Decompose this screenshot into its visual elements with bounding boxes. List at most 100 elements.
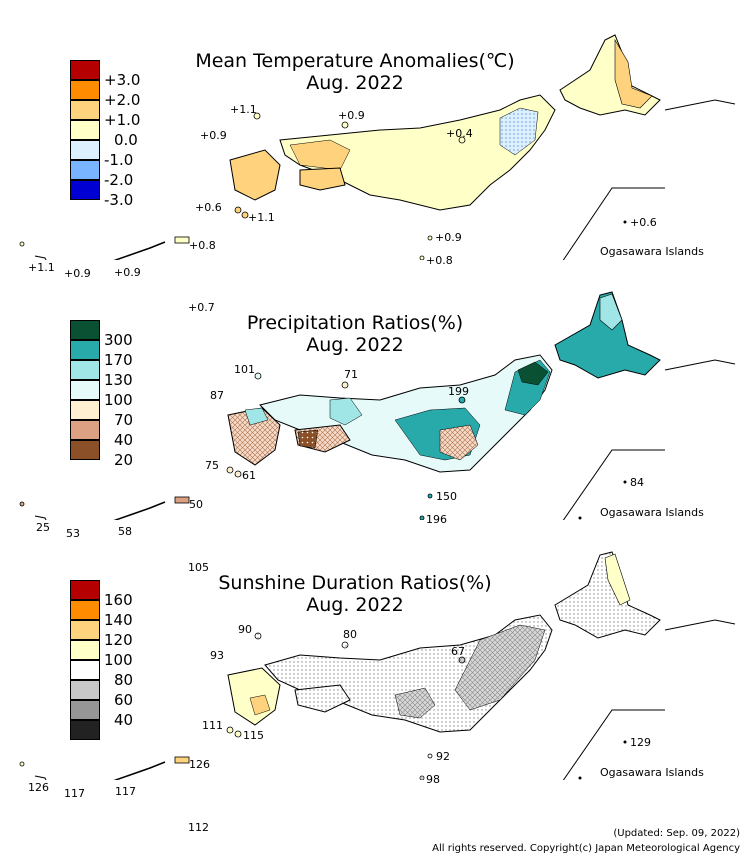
legend-label: 100 [104, 391, 133, 409]
updated-date: (Updated: Sep. 09, 2022) [613, 828, 740, 839]
legend-swatch [70, 160, 100, 180]
legend-swatch [70, 680, 100, 700]
legend-swatch [70, 440, 100, 460]
station-value: 84 [630, 476, 644, 489]
station-value: 150 [436, 490, 457, 503]
precipitation-title: Precipitation Ratios(%) [246, 312, 464, 334]
station-value: +0.7 [188, 301, 215, 314]
station-value: +0.6 [195, 201, 222, 214]
station-value: +0.9 [435, 231, 462, 244]
legend-label: 160 [104, 591, 133, 609]
station-value: 93 [210, 649, 224, 662]
temperature-map [19, 34, 736, 260]
station-value: +1.1 [28, 261, 55, 274]
station-value: +0.8 [189, 239, 216, 252]
precipitation-panel: Precipitation Ratios(%) Aug. 2022 300 17… [0, 260, 750, 574]
station-value: +0.9 [200, 129, 227, 142]
legend-swatch [70, 720, 100, 740]
legend-swatch [70, 100, 100, 120]
station-value: 111 [202, 719, 223, 732]
sunshine-panel: Sunshine Duration Ratios(%) Aug. 2022 16… [0, 520, 750, 834]
station-value: 61 [242, 469, 256, 482]
temperature-subtitle: Aug. 2022 [306, 72, 404, 94]
station-value: 101 [234, 363, 255, 376]
legend-label: +1.0 [104, 111, 141, 129]
station-value: +1.1 [248, 211, 275, 224]
legend-label: 170 [104, 351, 133, 369]
legend-label: 80 [114, 671, 134, 689]
station-value: 58 [118, 525, 132, 538]
station-value: +1.1 [230, 103, 257, 116]
legend-label: 140 [104, 611, 133, 629]
legend-label: 40 [114, 711, 134, 729]
station-value: 53 [66, 527, 80, 540]
station-value: 90 [238, 623, 252, 636]
legend-swatch [70, 700, 100, 720]
legend-swatch [70, 180, 100, 200]
station-value: 126 [189, 758, 210, 771]
legend-label: 70 [114, 411, 134, 429]
legend-swatch [70, 400, 100, 420]
sunshine-subtitle: Aug. 2022 [306, 594, 404, 616]
ogasawara-label: Ogasawara Islands [600, 506, 704, 519]
legend-label: 60 [114, 691, 134, 709]
station-value: 117 [64, 787, 85, 800]
station-value: +0.8 [426, 254, 453, 267]
legend-label: 300 [104, 331, 133, 349]
station-value: 71 [344, 368, 358, 381]
station-value: 105 [188, 561, 209, 574]
station-value: +0.4 [446, 127, 473, 140]
station-value: 199 [448, 385, 469, 398]
legend-swatch [70, 340, 100, 360]
station-value: 115 [243, 729, 264, 742]
station-value: 196 [426, 513, 447, 526]
legend-label: +2.0 [104, 91, 141, 109]
legend-swatch [70, 140, 100, 160]
legend-swatch [70, 80, 100, 100]
station-value: 98 [426, 773, 440, 786]
station-value: 25 [36, 521, 50, 534]
station-value: 50 [189, 498, 203, 511]
legend-label: 120 [104, 631, 133, 649]
legend-swatch [70, 380, 100, 400]
legend-label: -1.0 [104, 151, 134, 169]
temperature-panel: Mean Temperature Anomalies(℃) Aug. 2022 … [0, 0, 750, 314]
station-value: 80 [343, 628, 357, 641]
station-value: +0.9 [338, 109, 365, 122]
station-value: 75 [205, 459, 219, 472]
legend-label: +3.0 [104, 71, 141, 89]
legend-swatch [70, 580, 100, 600]
legend-label: 100 [104, 651, 133, 669]
station-value: +0.9 [64, 267, 91, 280]
station-value: 92 [436, 750, 450, 763]
legend-label: 130 [104, 371, 133, 389]
station-value: 117 [115, 785, 136, 798]
ogasawara-label: Ogasawara Islands [600, 245, 704, 258]
legend-label: -3.0 [104, 191, 134, 209]
legend-swatch [70, 640, 100, 660]
legend-swatch [70, 320, 100, 340]
legend-swatch [70, 660, 100, 680]
precipitation-map [19, 291, 736, 520]
station-value: 87 [210, 389, 224, 402]
legend-swatch [70, 420, 100, 440]
legend-label: 40 [114, 431, 134, 449]
station-value: 129 [630, 736, 651, 749]
station-value: 67 [451, 645, 465, 658]
legend-label: -2.0 [104, 171, 134, 189]
legend-swatch [70, 360, 100, 380]
sunshine-map [19, 551, 736, 780]
station-value: 126 [28, 781, 49, 794]
legend-swatch [70, 600, 100, 620]
station-value: 112 [188, 821, 209, 834]
legend-swatch [70, 60, 100, 80]
station-value: +0.9 [114, 266, 141, 279]
temperature-title: Mean Temperature Anomalies(℃) [195, 50, 515, 72]
legend-label: 0.0 [114, 131, 138, 149]
station-value: +0.6 [630, 216, 657, 229]
legend-label: 20 [114, 451, 134, 469]
legend-swatch [70, 120, 100, 140]
sunshine-title: Sunshine Duration Ratios(%) [218, 572, 492, 594]
copyright-notice: All rights reserved. Copyright(c) Japan … [432, 843, 740, 854]
precipitation-subtitle: Aug. 2022 [306, 334, 404, 356]
